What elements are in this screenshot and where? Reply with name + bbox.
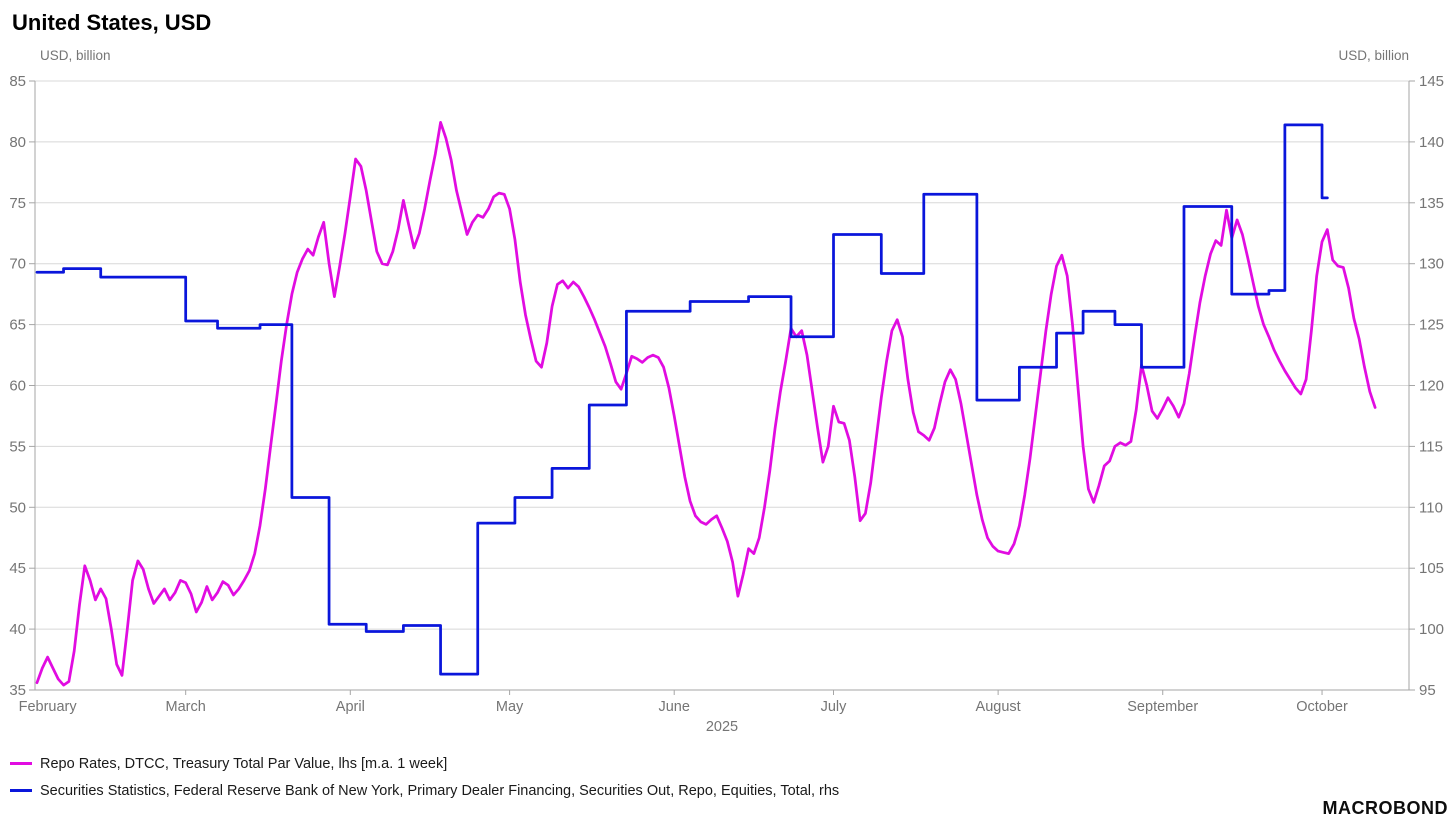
legend-swatch-line [10,789,32,792]
month-label: March [166,699,206,715]
month-label: July [821,699,848,715]
month-label: February [19,699,78,715]
left-axis-tick-label: 75 [9,195,26,212]
month-label: June [658,699,689,715]
legend-label: Securities Statistics, Federal Reserve B… [40,782,840,799]
legend-item: Repo Rates, DTCC, Treasury Total Par Val… [10,750,839,777]
left-axis-tick-label: 60 [9,378,26,395]
right-axis-tick-label: 100 [1419,621,1444,638]
left-axis-unit-label: USD, billion [40,48,111,63]
month-label: April [336,699,365,715]
right-axis-unit-label: USD, billion [1338,48,1409,63]
left-axis-tick-label: 35 [9,682,26,699]
left-axis-tick-label: 40 [9,621,26,638]
right-axis-tick-label: 120 [1419,378,1444,395]
series-rhs-line [35,123,1329,676]
left-axis-tick-label: 85 [9,73,26,90]
left-axis-tick-label: 50 [9,499,26,516]
chart-title: United States, USD [12,10,212,35]
right-axis-tick-label: 135 [1419,195,1444,212]
left-axis-tick-label: 70 [9,256,26,273]
left-axis-tick-label: 45 [9,560,26,577]
left-axis-tick-label: 80 [9,134,26,151]
right-axis-tick-label: 145 [1419,73,1444,90]
right-axis-tick-label: 130 [1419,256,1444,273]
right-axis-tick-label: 105 [1419,560,1444,577]
series-lhs-line [35,121,1377,687]
plot-area: 35 95 40 100 45 105 50 110 55 115 60 120 65 125 70 130 7… [9,73,1444,715]
right-axis-tick-label: 140 [1419,134,1444,151]
month-label: October [1296,699,1348,715]
right-axis-tick-label: 115 [1419,438,1443,455]
left-axis-tick-label: 65 [9,317,26,334]
right-axis-tick-label: 95 [1419,682,1436,699]
month-label: August [976,699,1021,715]
month-label: September [1127,699,1198,715]
left-axis-tick-label: 55 [9,438,26,455]
month-label: May [496,699,524,715]
legend-label: Repo Rates, DTCC, Treasury Total Par Val… [40,755,448,772]
legend: Repo Rates, DTCC, Treasury Total Par Val… [10,750,839,804]
right-axis-tick-label: 125 [1419,317,1444,334]
right-axis-tick-label: 110 [1419,499,1443,516]
legend-swatch-line [10,762,32,765]
macrobond-logo: MACROBOND [1322,798,1448,818]
x-axis-year-label: 2025 [705,719,739,735]
legend-item: Securities Statistics, Federal Reserve B… [10,777,839,804]
